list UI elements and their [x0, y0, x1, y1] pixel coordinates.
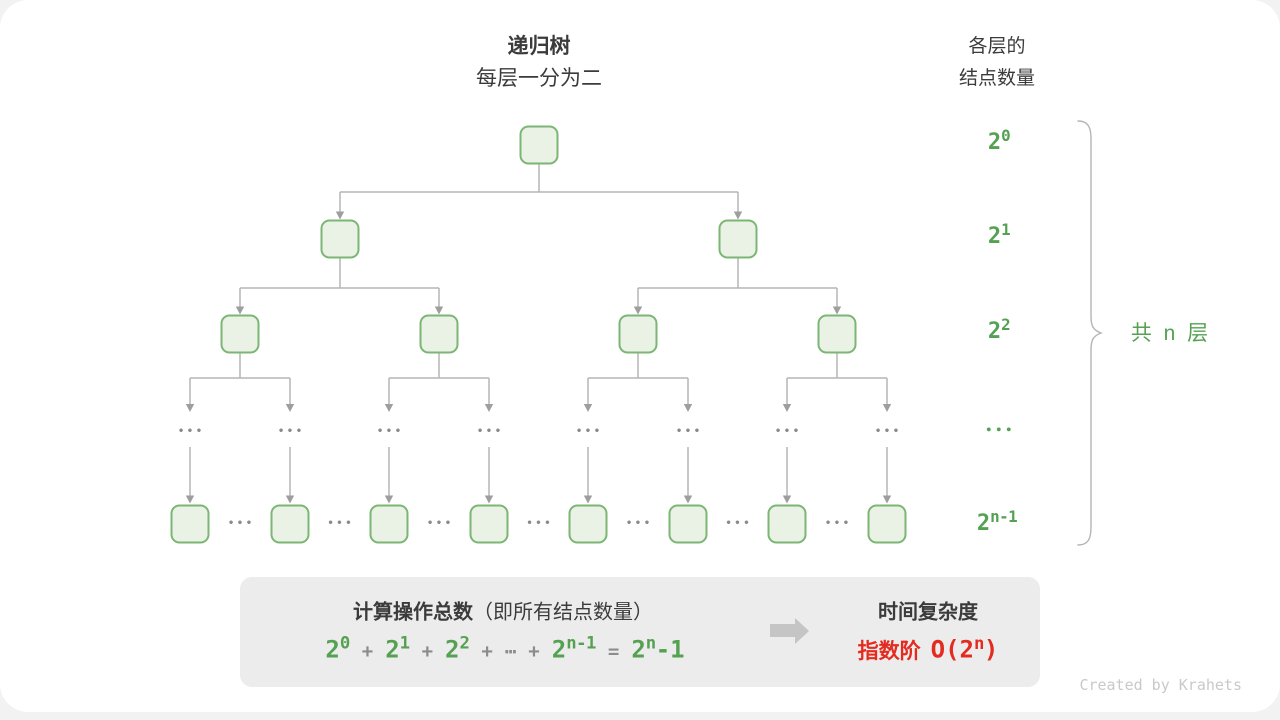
arrowhead-icon: [583, 495, 593, 504]
formula-result: 2n-1: [631, 633, 685, 664]
arrowhead-icon: [782, 404, 792, 412]
complexity-order-label: 指数阶: [857, 640, 921, 663]
tree-node: [618, 314, 658, 354]
arrowhead-icon: [384, 495, 394, 504]
formula-ellipsis: ⋯: [504, 640, 517, 663]
level-count-label-0: 20: [987, 126, 1011, 155]
ellipsis-dots: •••: [625, 518, 653, 529]
arrowhead-icon: [882, 495, 892, 504]
right-header-line2: 结点数量: [958, 68, 1036, 89]
connector-group: [185, 164, 892, 504]
arrowhead-icon: [235, 306, 245, 315]
arrowhead-icon: [832, 306, 842, 315]
complexity-value: 指数阶 O(2n): [858, 635, 999, 665]
level-count-label-2: 22: [987, 315, 1011, 344]
levels-brace: [1077, 120, 1103, 546]
arrowhead-icon: [633, 306, 643, 315]
tree-node: [469, 504, 509, 544]
ellipsis-dots: •••: [675, 426, 703, 437]
plus-operator: +: [421, 640, 434, 663]
arrowhead-icon: [683, 404, 693, 412]
formula-term-1: 21: [385, 633, 410, 664]
implies-arrow-icon: [770, 617, 809, 644]
level-count-label-4: 2n-1: [976, 507, 1018, 536]
diagram-title: 递归树: [507, 35, 571, 58]
summary-title-rest: （即所有结点数量）: [473, 601, 653, 624]
plus-operator: +: [528, 640, 540, 663]
ellipsis-dots: •••: [476, 426, 504, 437]
node-sum-formula: 20 + 21 + 22 + ⋯ + 2n-1 = 2n-1: [325, 633, 685, 664]
ellipsis-dots: •••: [177, 426, 205, 437]
ellipsis-dots: •••: [426, 518, 454, 529]
tree-node: [270, 504, 310, 544]
plus-operator: +: [481, 640, 493, 663]
arrowhead-icon: [484, 404, 494, 412]
complexity-title: 时间复杂度: [878, 601, 978, 624]
tree-node: [568, 504, 608, 544]
tree-node: [867, 504, 907, 544]
ellipsis-dots: •••: [327, 518, 355, 529]
tree-node: [767, 504, 807, 544]
ellipsis-dots: •••: [575, 426, 603, 437]
ellipsis-dots: •••: [376, 426, 404, 437]
ellipsis-dots: •••: [874, 426, 902, 437]
tree-node: [718, 219, 758, 259]
tree-node: [170, 504, 210, 544]
tree-node: [220, 314, 260, 354]
level-count-label-1: 21: [987, 220, 1011, 249]
formula-term-2: 22: [445, 633, 470, 664]
arrowhead-icon: [185, 495, 195, 504]
tree-node: [668, 504, 708, 544]
level-count-label-dots: •••: [985, 423, 1016, 437]
arrowhead-icon: [384, 404, 394, 412]
arrowhead-icon: [434, 306, 444, 315]
tree-node: [519, 125, 559, 165]
ellipsis-dots: •••: [774, 426, 802, 437]
formula-term-0: 20: [325, 633, 350, 664]
ellipsis-dots: •••: [824, 518, 852, 529]
equals-operator: =: [607, 640, 620, 663]
complexity-big-o: O(2n): [930, 634, 999, 664]
diagram-subtitle: 每层一分为二: [476, 67, 602, 90]
tree-node: [369, 504, 409, 544]
tree-node: [419, 314, 459, 354]
ellipsis-dots: •••: [277, 426, 305, 437]
arrowhead-icon: [484, 495, 494, 504]
arrowhead-icon: [683, 495, 693, 504]
arrowhead-icon: [285, 404, 295, 412]
arrowhead-icon: [185, 404, 195, 412]
tree-node: [320, 219, 360, 259]
arrowhead-icon: [285, 495, 295, 504]
formula-term-3: 2n-1: [551, 633, 597, 664]
arrowhead-icon: [335, 211, 345, 220]
arrowhead-icon: [733, 211, 743, 220]
tree-node: [817, 314, 857, 354]
total-levels-label: 共 n 层: [1130, 322, 1212, 345]
arrowhead-icon: [782, 495, 792, 504]
right-header-line1: 各层的: [968, 36, 1026, 57]
ellipsis-dots: •••: [725, 518, 753, 529]
watermark: Created by Krahets: [1079, 676, 1242, 694]
ellipsis-dots: •••: [526, 518, 554, 529]
arrowhead-icon: [583, 404, 593, 412]
arrowhead-icon: [882, 404, 892, 412]
summary-box: [240, 577, 1040, 687]
summary-title-bold: 计算操作总数: [353, 601, 473, 624]
ellipsis-dots: •••: [227, 518, 255, 529]
summary-title: 计算操作总数（即所有结点数量）: [353, 596, 653, 625]
plus-operator: +: [361, 640, 374, 663]
